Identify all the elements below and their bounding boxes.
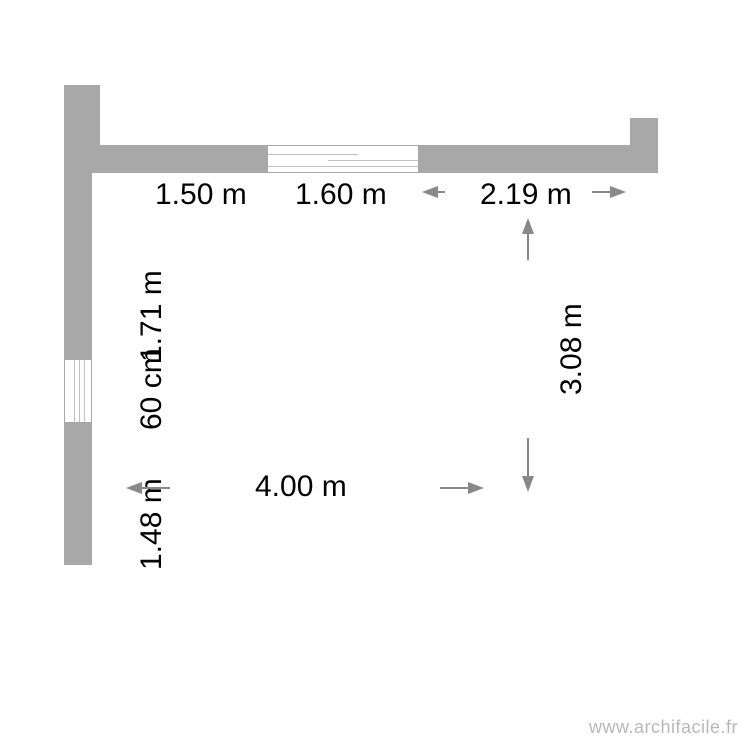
dim-bottom-arrow (0, 0, 750, 750)
watermark: www.archifacile.fr (589, 717, 738, 738)
dim-bottom-label: 4.00 m (255, 470, 347, 504)
